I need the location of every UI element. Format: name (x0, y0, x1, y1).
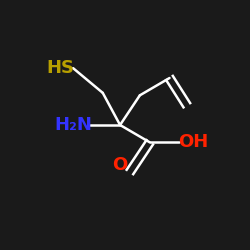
Text: H₂N: H₂N (54, 116, 92, 134)
Text: HS: HS (47, 59, 75, 77)
Text: OH: OH (178, 133, 208, 151)
Text: O: O (112, 156, 128, 174)
